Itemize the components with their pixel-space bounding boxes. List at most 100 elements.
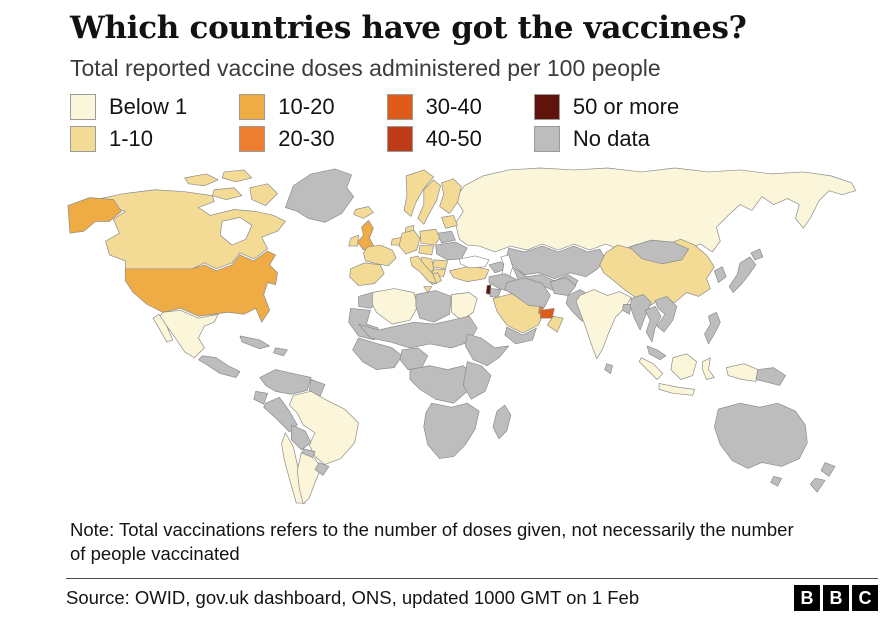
region-iberia bbox=[349, 262, 385, 286]
region-italy bbox=[423, 286, 433, 293]
legend-label: 1-10 bbox=[109, 126, 154, 151]
legend-item: No data bbox=[533, 126, 679, 152]
region-uae bbox=[540, 307, 555, 319]
region-jordan bbox=[489, 288, 502, 298]
legend-swatch bbox=[533, 126, 560, 152]
note: Note: Total vaccinations refers to the n… bbox=[70, 519, 794, 565]
infographic: Which countries have got the vaccines? T… bbox=[66, 10, 882, 612]
region-horn-of-africa bbox=[464, 333, 510, 366]
region-myanmar bbox=[630, 294, 652, 331]
region-bangladesh bbox=[622, 304, 632, 315]
region-central-europe bbox=[418, 244, 435, 256]
region-east-africa bbox=[462, 361, 492, 400]
legend-label: 30-40 bbox=[425, 94, 482, 119]
region-sri-lanka bbox=[604, 363, 613, 374]
chart-subtitle: Total reported vaccine doses administere… bbox=[70, 55, 661, 81]
bbc-logo-letter: B bbox=[823, 585, 849, 612]
legend: Below 1 1-10 10-20 20-30 30-40 40-50 50 or mor… bbox=[70, 94, 882, 152]
region-nigeria bbox=[399, 347, 429, 370]
region-greenland bbox=[285, 168, 354, 223]
region-mexico bbox=[158, 309, 219, 359]
region-iran bbox=[504, 277, 551, 308]
region-russia bbox=[455, 167, 857, 253]
region-poland bbox=[419, 228, 441, 246]
region-kazakhstan bbox=[506, 245, 606, 280]
region-yemen bbox=[504, 326, 537, 345]
region-ecuador bbox=[253, 391, 268, 405]
region-sweden bbox=[417, 179, 441, 225]
region-finland bbox=[439, 178, 462, 214]
region-great-britain bbox=[357, 220, 375, 251]
region-papua-new-guinea bbox=[755, 367, 786, 386]
region-indonesia bbox=[658, 383, 695, 396]
legend-item: 40-50 bbox=[386, 126, 482, 152]
chart-title: Which countries have got the vaccines? bbox=[70, 10, 747, 46]
region-philippines bbox=[704, 311, 721, 345]
footer-divider bbox=[66, 578, 878, 580]
legend-label: 20-30 bbox=[278, 126, 335, 151]
world-map-svg bbox=[67, 167, 857, 505]
region-australia bbox=[770, 476, 782, 487]
legend-swatch bbox=[533, 94, 560, 120]
region-arctic-islands bbox=[249, 183, 278, 206]
region-cuba bbox=[239, 335, 270, 350]
region-indonesia bbox=[638, 357, 664, 380]
region-uruguay bbox=[314, 462, 330, 476]
region-libya bbox=[415, 290, 452, 323]
legend-swatch bbox=[386, 126, 413, 152]
region-belarus bbox=[437, 230, 456, 244]
region-australia bbox=[714, 402, 808, 469]
legend-label: 40-50 bbox=[425, 126, 482, 151]
region-afghanistan bbox=[549, 277, 577, 296]
region-mexico bbox=[152, 313, 174, 343]
legend-item: 10-20 bbox=[239, 94, 335, 120]
region-malaysia bbox=[646, 345, 667, 361]
legend-item: 1-10 bbox=[70, 126, 187, 152]
region-germany bbox=[398, 229, 421, 255]
region-new-zealand bbox=[820, 462, 836, 477]
region-ukraine bbox=[435, 241, 468, 261]
region-indonesia bbox=[725, 363, 759, 382]
region-korea bbox=[714, 266, 727, 283]
region-algeria bbox=[372, 288, 419, 325]
legend-swatch bbox=[239, 126, 266, 152]
legend-label: 10-20 bbox=[278, 94, 335, 119]
region-indochina bbox=[654, 296, 678, 333]
legend-swatch bbox=[70, 94, 96, 120]
region-central-america bbox=[198, 355, 241, 378]
region-thailand bbox=[644, 306, 662, 343]
footer: Source: OWID, gov.uk dashboard, ONS, upd… bbox=[66, 585, 878, 612]
region-alaska bbox=[67, 197, 122, 234]
region-iceland bbox=[353, 206, 374, 219]
legend-item: Below 1 bbox=[70, 94, 187, 120]
region-japan bbox=[750, 248, 764, 261]
region-india bbox=[575, 289, 632, 360]
region-mongolia bbox=[629, 239, 690, 265]
bbc-logo-letter: B bbox=[794, 585, 820, 612]
region-ireland bbox=[348, 234, 359, 247]
region-hispaniola bbox=[273, 347, 288, 357]
region-west-africa bbox=[352, 337, 403, 370]
region-indonesia bbox=[670, 353, 697, 380]
region-indonesia bbox=[702, 357, 715, 380]
region-madagascar bbox=[492, 404, 512, 440]
source: Source: OWID, gov.uk dashboard, ONS, upd… bbox=[66, 587, 640, 609]
region-japan bbox=[728, 256, 757, 293]
region-turkey bbox=[449, 265, 490, 282]
region-bolivia bbox=[291, 424, 312, 451]
legend-item: 50 or more bbox=[533, 94, 680, 120]
region-arctic-islands bbox=[221, 169, 253, 183]
region-brazil bbox=[289, 391, 359, 465]
legend-swatch bbox=[70, 126, 96, 152]
region-arctic-islands bbox=[211, 187, 243, 200]
region-egypt bbox=[451, 292, 478, 321]
bbc-logo-letter: C bbox=[852, 585, 878, 612]
hudson-bay bbox=[219, 217, 253, 246]
region-romania bbox=[432, 259, 448, 270]
legend-item: 30-40 bbox=[386, 94, 482, 120]
black-sea bbox=[459, 255, 490, 269]
world-map bbox=[66, 166, 882, 506]
legend-label: 50 or more bbox=[572, 94, 680, 119]
region-arctic-islands bbox=[184, 173, 219, 187]
